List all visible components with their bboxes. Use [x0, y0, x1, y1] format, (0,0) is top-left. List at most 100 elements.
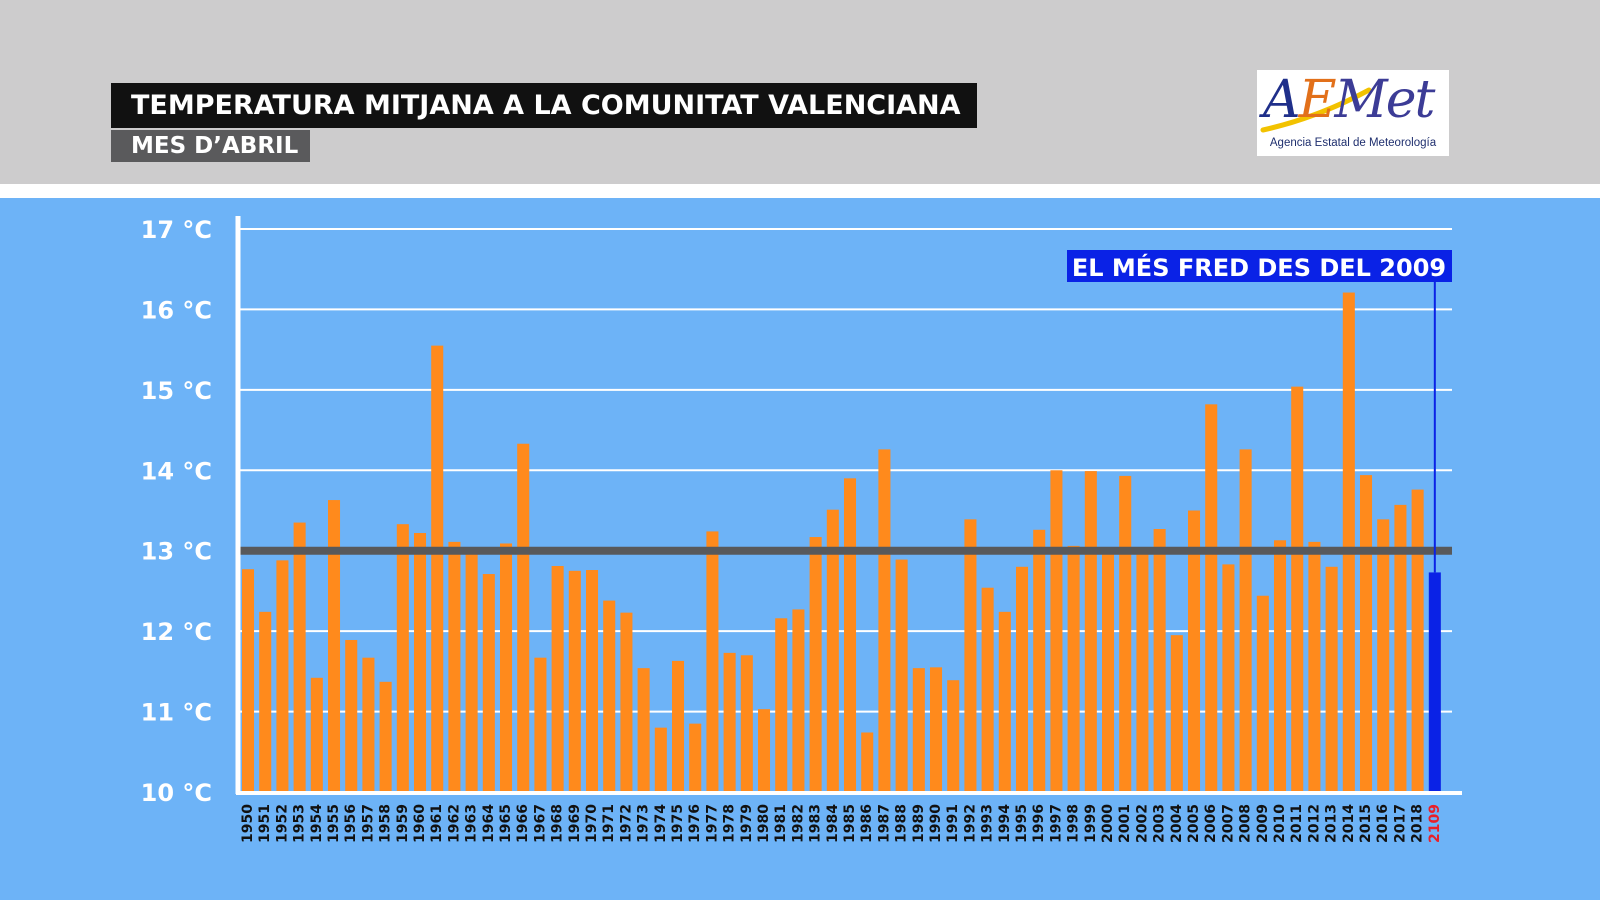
x-tick-label: 2015	[1358, 804, 1374, 843]
bar	[998, 611, 1011, 792]
bar	[912, 668, 925, 792]
x-tick-label: 1991	[945, 804, 961, 843]
x-tick-label: 1989	[911, 804, 927, 843]
bar	[947, 680, 960, 792]
x-tick-label: 1963	[464, 804, 480, 843]
x-tick-label: 2012	[1306, 804, 1322, 843]
bar	[1308, 541, 1321, 792]
callout-box	[1067, 250, 1452, 282]
y-tick-label: 15 °C	[141, 377, 212, 405]
x-tick-label: 1962	[446, 804, 462, 843]
y-tick-label: 16 °C	[141, 296, 212, 324]
bar	[276, 560, 289, 792]
bar	[706, 531, 719, 792]
bar	[1360, 475, 1373, 792]
bar	[826, 509, 839, 792]
x-tick-label: 2004	[1169, 804, 1185, 843]
bar	[792, 609, 805, 792]
bar	[242, 569, 255, 792]
bar	[482, 574, 495, 792]
divider-strip	[0, 184, 1600, 198]
bar	[844, 478, 857, 792]
chart-title: TEMPERATURA MITJANA A LA COMUNITAT VALEN…	[111, 83, 977, 128]
x-tick-label: 1986	[859, 804, 875, 843]
bar	[396, 524, 409, 792]
bar	[775, 618, 788, 792]
logo-wordmark: AEMet	[1263, 70, 1436, 130]
x-tick-label: 2017	[1392, 804, 1408, 843]
bar	[1411, 489, 1424, 792]
x-tick-label: 1996	[1031, 804, 1047, 843]
x-tick-label: 1997	[1048, 804, 1064, 843]
bar	[964, 519, 977, 792]
bar	[1274, 540, 1287, 792]
bar	[1050, 470, 1063, 792]
bar	[981, 587, 994, 792]
x-tick-label: 1990	[928, 804, 944, 843]
x-tick-label: 1982	[790, 804, 806, 843]
x-tick-label: 1957	[360, 804, 376, 843]
bar	[1136, 552, 1149, 792]
bar	[1377, 519, 1390, 792]
x-tick-label: 2016	[1375, 804, 1391, 843]
x-tick-label: 1954	[309, 804, 325, 843]
bar	[310, 677, 323, 792]
x-tick-label: 1979	[739, 804, 755, 843]
x-tick-label: 2005	[1186, 804, 1202, 843]
x-tick-label: 2000	[1100, 804, 1116, 843]
x-tick-label: 2008	[1238, 804, 1254, 843]
x-tick-label: 1969	[567, 804, 583, 843]
x-tick-label: 1987	[876, 804, 892, 843]
y-tick-label: 11 °C	[141, 699, 212, 727]
x-tick-label: 1953	[292, 804, 308, 843]
x-tick-label: 1981	[773, 804, 789, 843]
x-tick-label: 1955	[326, 804, 342, 843]
x-tick-label: 1950	[240, 804, 256, 843]
x-tick-label: 1980	[756, 804, 772, 843]
bar	[500, 543, 513, 792]
bar	[1153, 528, 1166, 792]
bar	[895, 559, 908, 792]
x-tick-label: 1983	[808, 804, 824, 843]
x-tick-label: 1992	[962, 804, 978, 843]
bar	[379, 681, 392, 792]
bar	[362, 657, 375, 792]
bar	[1016, 566, 1029, 792]
bar	[345, 639, 358, 792]
x-tick-label: 1988	[894, 804, 910, 843]
x-tick-label: 2109	[1427, 804, 1443, 843]
x-tick-label: 1978	[722, 804, 738, 843]
x-tick-label: 2018	[1410, 804, 1426, 843]
bar	[431, 345, 444, 792]
x-tick-label: 1975	[670, 804, 686, 843]
bar	[1102, 553, 1115, 792]
bar	[293, 522, 306, 792]
x-tick-label: 2003	[1152, 804, 1168, 843]
x-tick-label: 2014	[1341, 804, 1357, 843]
x-tick-label: 1968	[550, 804, 566, 843]
x-tick-label: 1970	[584, 804, 600, 843]
bar	[672, 660, 685, 792]
y-tick-label: 10 °C	[141, 779, 212, 807]
x-tick-label: 2002	[1134, 804, 1150, 843]
x-tick-label: 1956	[343, 804, 359, 843]
bar	[758, 709, 771, 792]
bar	[1119, 475, 1132, 792]
x-tick-label: 2001	[1117, 804, 1133, 843]
bar	[517, 443, 530, 792]
y-tick-label: 14 °C	[141, 457, 212, 485]
bar	[1205, 404, 1218, 792]
x-tick-label: 1974	[653, 804, 669, 843]
x-tick-label: 1959	[395, 804, 411, 843]
logo-letters-et: et	[1385, 70, 1436, 130]
bar	[654, 727, 667, 792]
bar	[1342, 292, 1355, 792]
chart-plot: 10 °C 11 °C 12 °C 13 °C 14 °C 15 °C 16 °C 17 °C…	[141, 216, 1462, 843]
bar	[740, 655, 753, 792]
bar	[534, 657, 547, 792]
x-tick-label: 1964	[481, 804, 497, 843]
bar	[1222, 564, 1235, 792]
x-tick-label: 2006	[1203, 804, 1219, 843]
x-tick-label: 2013	[1324, 804, 1340, 843]
x-tick-label: 1993	[980, 804, 996, 843]
